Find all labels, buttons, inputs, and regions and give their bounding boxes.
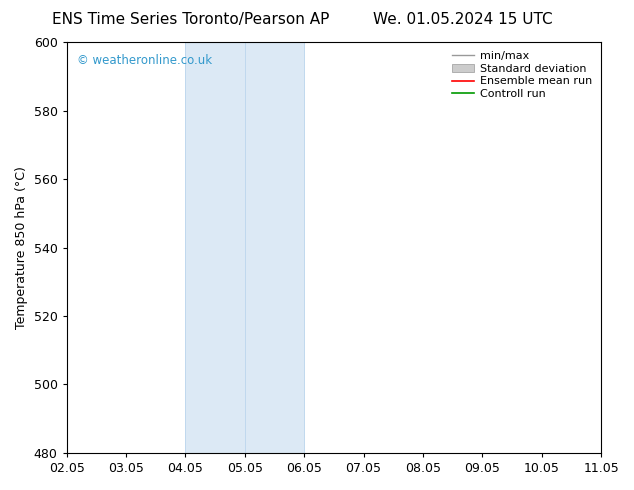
Text: © weatheronline.co.uk: © weatheronline.co.uk (77, 54, 212, 68)
Bar (601, 42, 634, 453)
Text: ENS Time Series Toronto/Pearson AP: ENS Time Series Toronto/Pearson AP (51, 12, 329, 27)
Text: We. 01.05.2024 15 UTC: We. 01.05.2024 15 UTC (373, 12, 553, 27)
Y-axis label: Temperature 850 hPa (°C): Temperature 850 hPa (°C) (15, 166, 28, 329)
Legend: min/max, Standard deviation, Ensemble mean run, Controll run: min/max, Standard deviation, Ensemble me… (449, 48, 595, 102)
Bar (185, 42, 304, 453)
